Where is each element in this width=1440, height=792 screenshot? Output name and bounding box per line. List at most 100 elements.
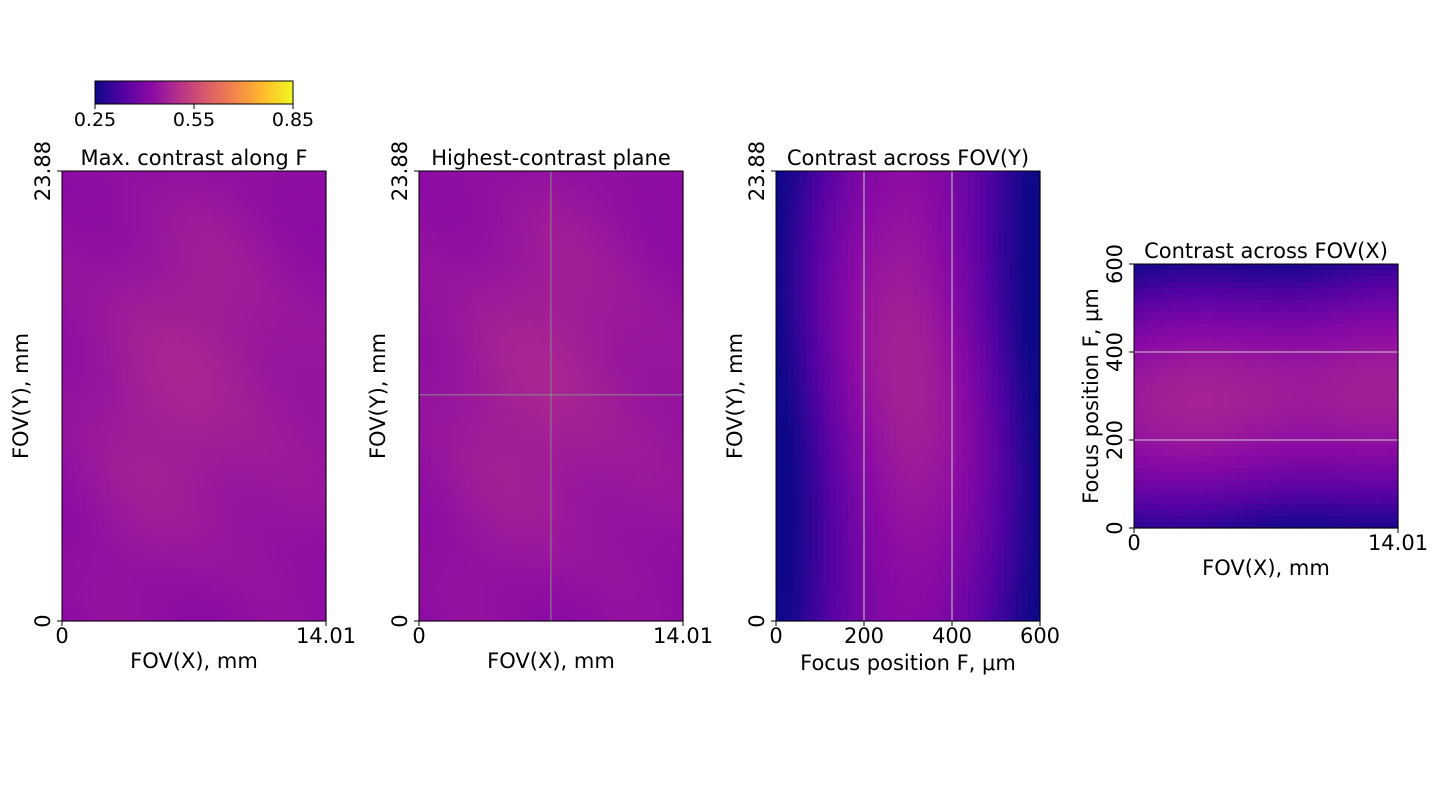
heatmap-cell bbox=[92, 411, 99, 420]
heatmap-cell bbox=[605, 276, 612, 285]
heatmap-cell bbox=[158, 328, 165, 337]
heatmap-cell bbox=[461, 216, 468, 225]
heatmap-cell bbox=[314, 231, 321, 240]
panel-max-contrast: Max. contrast along F0 14.01023.88FOV(X),… bbox=[9, 141, 356, 673]
heatmap-cell bbox=[509, 313, 516, 322]
heatmap-cell bbox=[254, 321, 261, 330]
heatmap-cell bbox=[569, 313, 576, 322]
heatmap-cell bbox=[521, 253, 528, 262]
heatmap-cell bbox=[74, 568, 81, 577]
heatmap-cell bbox=[443, 261, 450, 270]
heatmap-cell bbox=[248, 441, 255, 450]
heatmap-cell bbox=[110, 223, 117, 232]
heatmap-cell bbox=[437, 366, 444, 375]
heatmap-cell bbox=[128, 471, 135, 480]
heatmap-cell bbox=[443, 298, 450, 307]
heatmap-cell bbox=[92, 538, 99, 547]
heatmap-cell bbox=[164, 201, 171, 210]
heatmap-cell bbox=[635, 471, 642, 480]
heatmap-cell bbox=[104, 291, 111, 300]
heatmap-cell bbox=[677, 411, 684, 420]
heatmap-cell bbox=[461, 231, 468, 240]
heatmap-cell bbox=[461, 223, 468, 232]
heatmap-cell bbox=[599, 246, 606, 255]
heatmap-cell bbox=[206, 568, 213, 577]
heatmap-cell bbox=[551, 388, 558, 397]
heatmap-cell bbox=[188, 268, 195, 277]
heatmap-cell bbox=[308, 216, 315, 225]
heatmap-cell bbox=[128, 411, 135, 420]
heatmap-cell bbox=[104, 568, 111, 577]
heatmap-cell bbox=[116, 576, 123, 585]
heatmap-cell bbox=[533, 411, 540, 420]
heatmap-cell bbox=[437, 321, 444, 330]
heatmap-cell bbox=[140, 441, 147, 450]
heatmap-cell bbox=[320, 223, 327, 232]
heatmap-cell bbox=[437, 523, 444, 532]
heatmap-cell bbox=[104, 493, 111, 502]
heatmap-cell bbox=[497, 448, 504, 457]
heatmap-cell bbox=[74, 493, 81, 502]
heatmap-cell bbox=[653, 238, 660, 247]
heatmap-cell bbox=[170, 171, 177, 180]
heatmap-cell bbox=[140, 268, 147, 277]
heatmap-cell bbox=[557, 201, 564, 210]
heatmap-cell bbox=[260, 261, 267, 270]
heatmap-cell bbox=[503, 561, 510, 570]
heatmap-cell bbox=[491, 366, 498, 375]
heatmap-cell bbox=[593, 291, 600, 300]
heatmap-cell bbox=[497, 216, 504, 225]
heatmap-cell bbox=[62, 186, 69, 195]
heatmap-cell bbox=[92, 261, 99, 270]
heatmap-cell bbox=[206, 598, 213, 607]
heatmap-cell bbox=[449, 268, 456, 277]
heatmap-cell bbox=[248, 426, 255, 435]
heatmap-cell bbox=[92, 306, 99, 315]
heatmap-cell bbox=[266, 501, 273, 510]
heatmap-cell bbox=[170, 478, 177, 487]
heatmap-cell bbox=[533, 366, 540, 375]
heatmap-cell bbox=[146, 246, 153, 255]
heatmap-cell bbox=[575, 171, 582, 180]
heatmap-cell bbox=[593, 223, 600, 232]
heatmap-cell bbox=[623, 351, 630, 360]
heatmap-cell bbox=[419, 208, 426, 217]
heatmap-cell bbox=[593, 253, 600, 262]
heatmap-cell bbox=[605, 448, 612, 457]
heatmap-cell bbox=[320, 501, 327, 510]
heatmap-cell bbox=[68, 193, 75, 202]
heatmap-cell bbox=[455, 486, 462, 495]
heatmap-cell bbox=[212, 291, 219, 300]
heatmap-cell bbox=[581, 238, 588, 247]
heatmap-cell bbox=[677, 223, 684, 232]
heatmap-cell bbox=[74, 598, 81, 607]
heatmap-cell bbox=[254, 576, 261, 585]
heatmap-cell bbox=[266, 418, 273, 427]
heatmap-cell bbox=[419, 306, 426, 315]
heatmap-cell bbox=[593, 186, 600, 195]
heatmap-cell bbox=[80, 216, 87, 225]
heatmap-cell bbox=[302, 268, 309, 277]
heatmap-cell bbox=[623, 403, 630, 412]
heatmap-cell bbox=[92, 493, 99, 502]
heatmap-cell bbox=[164, 598, 171, 607]
heatmap-cell bbox=[146, 373, 153, 382]
heatmap-cell bbox=[200, 546, 207, 555]
heatmap-cell bbox=[557, 478, 564, 487]
heatmap-cell bbox=[128, 418, 135, 427]
heatmap-cell bbox=[521, 216, 528, 225]
heatmap-cell bbox=[677, 306, 684, 315]
heatmap-cell bbox=[68, 178, 75, 187]
heatmap-cell bbox=[461, 366, 468, 375]
heatmap-cell bbox=[188, 343, 195, 352]
heatmap-cell bbox=[122, 396, 129, 405]
heatmap-cell bbox=[563, 486, 570, 495]
heatmap-cell bbox=[74, 553, 81, 562]
heatmap-cell bbox=[320, 456, 327, 465]
heatmap-cell bbox=[314, 381, 321, 390]
heatmap-cell bbox=[629, 283, 636, 292]
heatmap-cell bbox=[473, 298, 480, 307]
heatmap-cell bbox=[230, 336, 237, 345]
heatmap-cell bbox=[140, 598, 147, 607]
heatmap-cell bbox=[194, 471, 201, 480]
